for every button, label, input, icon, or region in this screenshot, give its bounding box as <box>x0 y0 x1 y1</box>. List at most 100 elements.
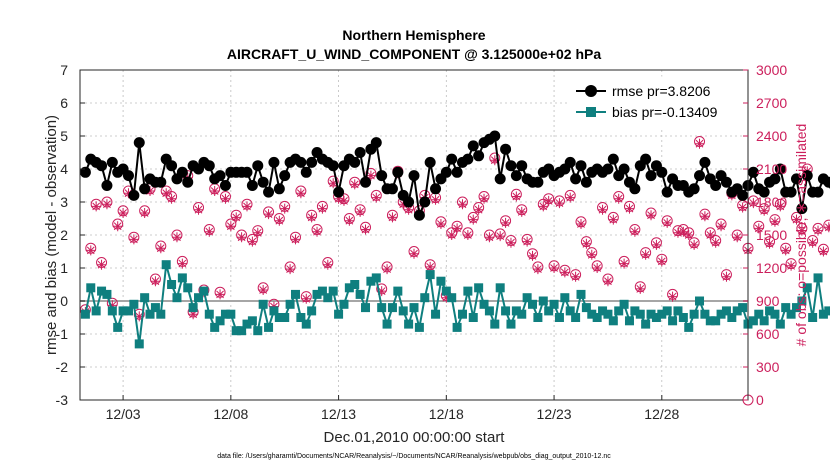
rmse-point <box>689 183 700 194</box>
rmse-point <box>182 177 193 188</box>
bias-point <box>334 310 343 319</box>
bias-point <box>577 290 586 299</box>
bias-point <box>226 310 235 319</box>
rmse-point <box>640 154 651 165</box>
bias-point <box>426 270 435 279</box>
bias-point <box>189 303 198 312</box>
bias-point <box>517 310 526 319</box>
bias-point <box>183 283 192 292</box>
bias-point <box>199 287 208 296</box>
obs-assimilated-point <box>619 259 629 269</box>
obs-assimilated-point <box>651 240 661 250</box>
obs-assimilated-point <box>824 222 830 232</box>
bias-point <box>248 316 257 325</box>
chart-title: Northern Hemisphere <box>342 27 485 43</box>
bias-point <box>463 287 472 296</box>
obs-assimilated-point <box>258 285 268 295</box>
bias-point <box>361 303 370 312</box>
y2-tick-label: 600 <box>756 326 780 342</box>
legend-bias-marker <box>586 107 596 117</box>
bias-point <box>410 303 419 312</box>
obs-assimilated-point <box>317 204 327 214</box>
rmse-point <box>495 173 506 184</box>
rmse-point <box>107 157 118 168</box>
rmse-point <box>242 167 253 178</box>
rmse-point <box>710 180 721 191</box>
bias-point <box>356 290 365 299</box>
rmse-point <box>532 177 543 188</box>
bias-point <box>399 306 408 315</box>
bias-point <box>253 326 262 335</box>
y-tick-label: 3 <box>60 194 68 210</box>
rmse-point <box>360 177 371 188</box>
x-tick-label: 12/23 <box>537 406 572 422</box>
bias-point <box>156 310 165 319</box>
obs-assimilated-point <box>549 263 559 273</box>
rmse-point <box>656 167 667 178</box>
rmse-point <box>462 154 473 165</box>
obs-assimilated-point <box>457 199 467 209</box>
y2-tick-label: 2100 <box>756 161 787 177</box>
rmse-point <box>387 183 398 194</box>
obs-assimilated-point <box>721 272 731 282</box>
obs-assimilated-point <box>323 260 333 270</box>
y2-tick-label: 1800 <box>756 194 787 210</box>
obs-assimilated-point <box>592 263 602 273</box>
y2-tick-label: 0 <box>756 392 764 408</box>
obs-assimilated-point <box>231 212 241 222</box>
bias-point <box>738 303 747 312</box>
obs-assimilated-point <box>237 232 247 242</box>
bias-point <box>571 313 580 322</box>
obs-assimilated-point <box>689 240 699 250</box>
bias-point <box>814 273 823 282</box>
bias-point <box>695 297 704 306</box>
rmse-point <box>419 197 430 208</box>
y2-tick-label: 300 <box>756 359 780 375</box>
obs-assimilated-point <box>560 267 570 277</box>
obs-assimilated-point <box>339 196 349 206</box>
obs-assimilated-point <box>565 193 575 203</box>
bias-point <box>329 287 338 296</box>
bias-point <box>205 310 214 319</box>
obs-assimilated-point <box>113 221 123 231</box>
rmse-point <box>392 167 403 178</box>
obs-assimilated-point <box>215 289 225 299</box>
footnote: data file: /Users/gharamti/Documents/NCA… <box>217 453 611 460</box>
bias-point <box>339 300 348 309</box>
bias-point <box>135 339 144 348</box>
obs-assimilated-point <box>140 208 150 218</box>
obs-assimilated-point <box>307 212 317 222</box>
bias-point <box>420 293 429 302</box>
obs-assimilated-point <box>253 228 263 238</box>
rmse-point <box>662 187 673 198</box>
obs-assimilated-point <box>91 201 101 211</box>
rmse-point <box>629 183 640 194</box>
rmse-point <box>414 210 425 221</box>
bias-point <box>383 320 392 329</box>
bias-point <box>162 260 171 269</box>
bias-point <box>668 316 677 325</box>
rmse-point <box>355 147 366 158</box>
rmse-point <box>139 183 150 194</box>
rmse-point <box>721 177 732 188</box>
obs-assimilated-point <box>167 194 177 204</box>
obs-assimilated-point <box>479 194 489 204</box>
x-axis-label: Dec.01,2010 00:00:00 start <box>324 429 506 446</box>
obs-assimilated-point <box>705 230 715 240</box>
obs-assimilated-point <box>344 216 354 226</box>
obs-assimilated-point <box>274 216 284 226</box>
obs-assimilated-point <box>598 205 608 215</box>
y-tick-label: 7 <box>60 62 68 78</box>
bias-point <box>550 300 559 309</box>
bias-point <box>259 300 268 309</box>
bias-point <box>641 320 650 329</box>
obs-assimilated-point <box>97 260 107 270</box>
bias-point <box>302 320 311 329</box>
obs-assimilated-point <box>382 264 392 274</box>
bias-point <box>92 306 101 315</box>
rmse-point <box>608 154 619 165</box>
obs-assimilated-point <box>781 245 791 255</box>
bias-point <box>528 300 537 309</box>
rmse-point <box>581 177 592 188</box>
obs-assimilated-point <box>501 218 511 228</box>
